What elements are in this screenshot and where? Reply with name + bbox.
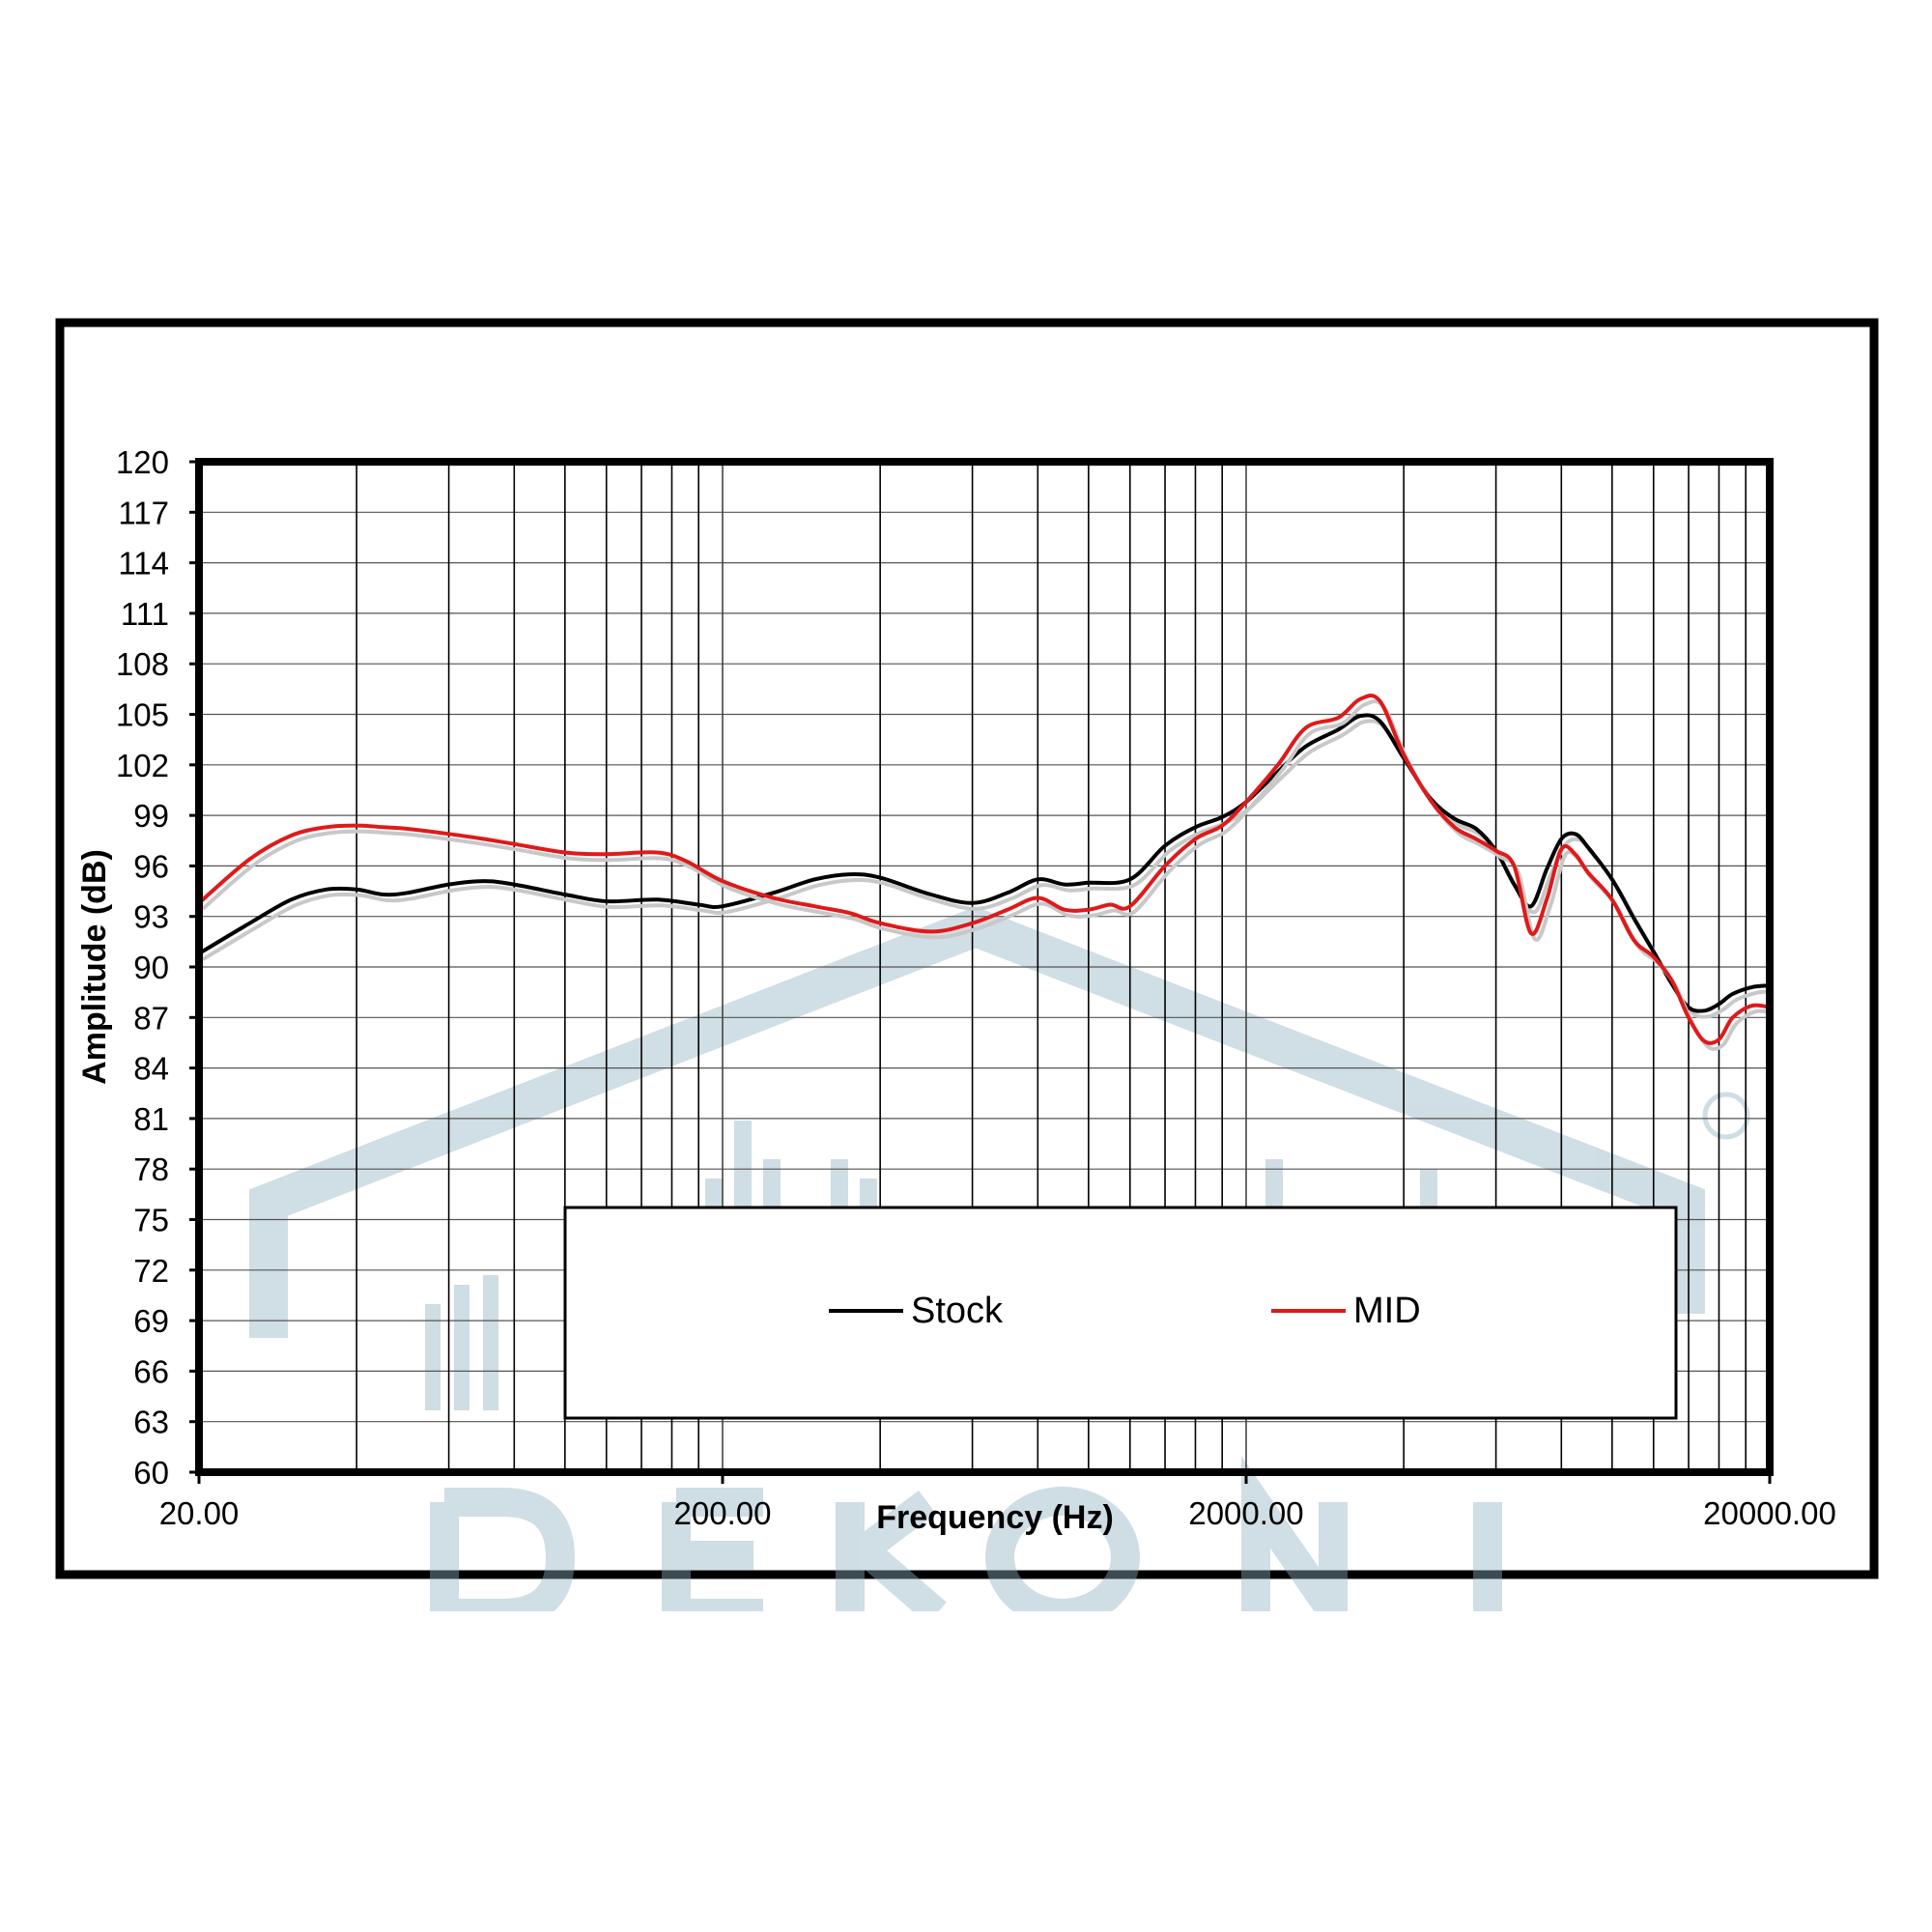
y-tick-label: 120	[116, 444, 169, 480]
y-tick-label: 69	[133, 1303, 169, 1339]
y-tick-label: 99	[133, 798, 169, 834]
y-tick-label: 117	[118, 495, 169, 530]
y-tick-label: 63	[133, 1405, 169, 1440]
y-tick-label: 105	[116, 697, 169, 733]
y-tick-label: 114	[118, 546, 169, 582]
y-tick-label: 87	[133, 1000, 169, 1036]
y-tick-label: 72	[133, 1253, 169, 1289]
y-axis-title: Amplitude (dB)	[76, 849, 113, 1085]
x-tick-label: 200.00	[674, 1495, 772, 1531]
y-tick-label: 84	[133, 1051, 169, 1087]
series-line-stock	[199, 713, 1770, 1013]
y-tick-label: 75	[133, 1203, 169, 1238]
y-tick-label: 78	[133, 1151, 169, 1187]
y-tick-label: 93	[133, 899, 169, 935]
series-line-mid	[199, 694, 1770, 1045]
x-axis-title: Frequency (Hz)	[876, 1499, 1114, 1536]
legend: Stock MID	[563, 1206, 1678, 1420]
legend-label-stock: Stock	[911, 1291, 1004, 1331]
x-tick-label: 2000.00	[1188, 1495, 1303, 1531]
legend-box	[563, 1206, 1678, 1420]
x-tick-label: 20000.00	[1703, 1495, 1836, 1531]
y-tick-label: 108	[116, 646, 169, 682]
below-frame-mask	[0, 1611, 1932, 1932]
x-tick-label: 20.00	[159, 1495, 240, 1531]
y-tick-label: 81	[133, 1101, 169, 1137]
y-tick-label: 90	[133, 950, 169, 985]
legend-label-mid: MID	[1353, 1291, 1421, 1331]
y-tick-label: 111	[121, 596, 169, 632]
tick-layer: 60 63 66 69 72 75 78 81 84 87 90 93 96 99 102 105 108 111…	[116, 444, 1836, 1531]
y-tick-label: 96	[133, 848, 169, 884]
series-layer	[199, 694, 1770, 1051]
y-tick-label: 60	[133, 1455, 169, 1491]
y-tick-label: 102	[116, 748, 169, 783]
y-tick-label: 66	[133, 1353, 169, 1389]
